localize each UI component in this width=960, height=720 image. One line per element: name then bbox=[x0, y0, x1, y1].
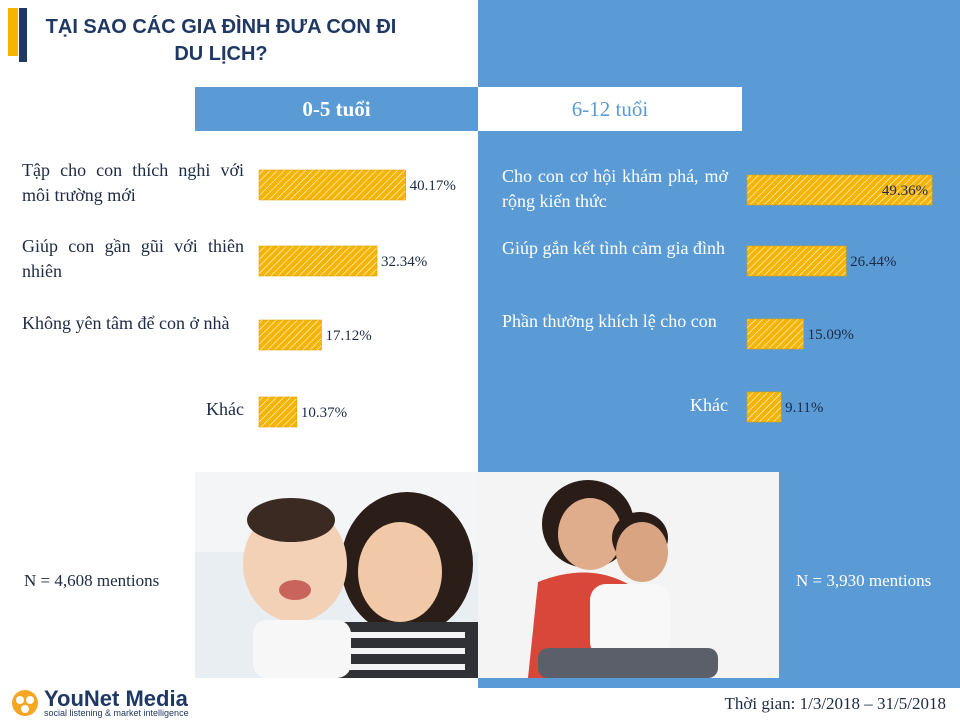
bar bbox=[746, 391, 782, 423]
mother-and-son-photo bbox=[478, 472, 779, 678]
category-label: Không yên tâm để con ở nhà bbox=[22, 313, 230, 333]
logo-name: YouNet Media bbox=[44, 686, 188, 711]
data-label: 15.09% bbox=[808, 327, 854, 343]
data-label: 9.11% bbox=[785, 400, 823, 416]
data-label: 10.37% bbox=[301, 405, 347, 421]
bar bbox=[746, 318, 804, 350]
data-label: 26.44% bbox=[850, 254, 896, 270]
chart-0-5: 40.17% 32.34% 17.12% 10.37% bbox=[258, 169, 456, 428]
bar bbox=[258, 396, 298, 428]
chart-6-12: 49.36% 26.44% 15.09% 9.11% bbox=[746, 174, 933, 423]
data-label: 17.12% bbox=[325, 328, 371, 344]
category-label: Cho con cơ hội khám phá, mở rộng kiến th… bbox=[502, 166, 728, 211]
data-label: 32.34% bbox=[381, 254, 427, 270]
category-label: Khác bbox=[690, 395, 728, 415]
bar bbox=[746, 174, 933, 206]
group-header-6-12: 6-12 tuổi bbox=[478, 87, 742, 131]
category-label: Tập cho con thích nghi với môi trường mớ… bbox=[22, 160, 244, 205]
category-label: Khác bbox=[206, 399, 244, 419]
bar bbox=[258, 169, 406, 201]
group-header-0-5: 0-5 tuổi bbox=[195, 87, 478, 131]
mother-and-baby-photo bbox=[195, 472, 478, 678]
data-label: 49.36% bbox=[882, 183, 928, 199]
logo-tagline: social listening & market intelligence bbox=[44, 708, 189, 718]
sample-size-0-5: N = 4,608 mentions bbox=[24, 571, 160, 590]
title-accent-navy bbox=[19, 8, 27, 62]
title-accent-yellow bbox=[8, 8, 18, 56]
sample-size-6-12: N = 3,930 mentions bbox=[796, 571, 932, 590]
time-period: Thời gian: 1/3/2018 – 31/5/2018 bbox=[724, 694, 946, 713]
data-label: 40.17% bbox=[410, 178, 456, 194]
bar bbox=[258, 245, 378, 277]
page-title: TẠI SAO CÁC GIA ĐÌNH ĐƯA CON ĐI DU LỊCH? bbox=[45, 16, 397, 65]
category-label: Giúp gắn kết tình cảm gia đình bbox=[502, 238, 725, 258]
younet-logo-icon bbox=[12, 690, 38, 716]
bar bbox=[258, 319, 322, 351]
category-label: Giúp con gần gũi với thiên nhiên bbox=[22, 236, 244, 281]
category-label: Phần thưởng khích lệ cho con bbox=[502, 311, 717, 331]
bar bbox=[746, 245, 847, 277]
